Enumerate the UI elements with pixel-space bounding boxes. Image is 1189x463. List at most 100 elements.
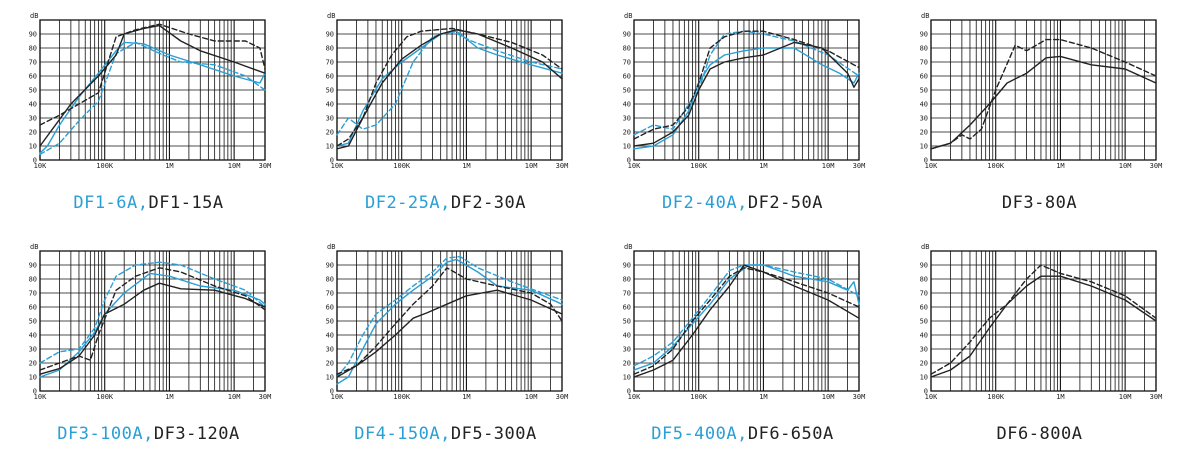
chart-caption: DF2-40A,DF2-50A — [594, 193, 891, 213]
y-tick-label: 10 — [623, 143, 631, 151]
chart-caption: DF3-100A,DF3-120A — [0, 424, 297, 444]
caption-black-model: DF2-30A — [450, 193, 527, 213]
y-tick-label: 30 — [920, 346, 928, 354]
y-axis-label: dB — [624, 12, 632, 20]
y-tick-label: 70 — [326, 59, 334, 67]
y-axis-label: dB — [624, 243, 632, 251]
y-tick-label: 70 — [623, 59, 631, 67]
x-tick-label: 100K — [393, 393, 411, 401]
y-tick-label: 20 — [623, 129, 631, 137]
y-tick-label: 80 — [623, 45, 631, 53]
x-tick-label: 10K — [34, 162, 47, 170]
x-tick-label: 30M — [853, 162, 866, 170]
y-tick-label: 0 — [627, 157, 631, 165]
x-tick-label: 10M — [525, 162, 538, 170]
y-axis-label: dB — [30, 243, 38, 251]
caption-black-model: DF2-50A — [747, 193, 824, 213]
y-tick-label: 20 — [920, 360, 928, 368]
y-tick-label: 40 — [623, 332, 631, 340]
y-tick-label: 30 — [623, 346, 631, 354]
blue-dashed-series-line — [336, 255, 563, 378]
y-tick-label: 50 — [326, 318, 334, 326]
x-tick-label: 1M — [462, 393, 470, 401]
x-tick-label: 10M — [525, 393, 538, 401]
chart-panel: dB 0 10 20 30 40 50 60 70 80 90 10K 100K 1M 10M 30M DF5-… — [594, 231, 891, 462]
x-tick-label: 100K — [96, 162, 114, 170]
x-tick-label: 10M — [1119, 162, 1132, 170]
y-tick-label: 0 — [924, 157, 928, 165]
black-solid-series-line — [633, 264, 860, 378]
x-tick-label: 30M — [259, 393, 272, 401]
chart-panel: dB 0 10 20 30 40 50 60 70 80 90 10K 100K 1M 10M 30M DF1-… — [0, 0, 297, 231]
y-tick-label: 30 — [623, 115, 631, 123]
black-dashed-series-line — [39, 267, 266, 371]
y-tick-label: 80 — [29, 276, 37, 284]
blue-solid-series-line — [39, 41, 266, 154]
y-tick-label: 90 — [326, 31, 334, 39]
black-dashed-series-line — [633, 267, 860, 375]
y-tick-label: 90 — [29, 262, 37, 270]
chart-svg: dB 0 10 20 30 40 50 60 70 80 90 10K 100K 1M 10M 30M — [29, 243, 272, 401]
y-tick-label: 10 — [623, 374, 631, 382]
chart-svg: dB 0 10 20 30 40 50 60 70 80 90 10K 100K 1M 10M 30M — [920, 12, 1163, 170]
y-tick-label: 40 — [29, 101, 37, 109]
x-tick-label: 1M — [165, 393, 173, 401]
x-tick-label: 1M — [1056, 162, 1064, 170]
black-dashed-series-line — [633, 30, 860, 140]
x-tick-label: 10M — [228, 162, 241, 170]
y-tick-label: 90 — [623, 31, 631, 39]
y-tick-label: 40 — [623, 101, 631, 109]
y-tick-label: 10 — [29, 143, 37, 151]
y-tick-label: 60 — [920, 304, 928, 312]
y-tick-label: 70 — [29, 59, 37, 67]
black-solid-series-line — [39, 282, 266, 375]
y-tick-label: 70 — [29, 290, 37, 298]
y-tick-label: 60 — [920, 73, 928, 81]
chart-panel: dB 0 10 20 30 40 50 60 70 80 90 10K 100K 1M 10M 30M DF4-… — [297, 231, 594, 462]
y-tick-label: 0 — [33, 388, 37, 396]
caption-blue-model: DF1-6A, — [73, 193, 149, 213]
chart-caption: DF3-80A — [891, 193, 1188, 213]
y-tick-label: 20 — [623, 360, 631, 368]
chart-svg: dB 0 10 20 30 40 50 60 70 80 90 10K 100K 1M 10M 30M — [920, 243, 1163, 401]
chart-panel: dB 0 10 20 30 40 50 60 70 80 90 10K 100K 1M 10M 30M DF2-… — [594, 0, 891, 231]
caption-blue-model: DF3-100A, — [57, 424, 154, 444]
y-tick-label: 0 — [627, 388, 631, 396]
y-tick-label: 80 — [326, 45, 334, 53]
y-tick-label: 60 — [326, 304, 334, 312]
y-tick-label: 90 — [623, 262, 631, 270]
y-tick-label: 20 — [920, 129, 928, 137]
y-tick-label: 10 — [326, 374, 334, 382]
caption-black-model: DF6-650A — [747, 424, 834, 444]
x-tick-label: 100K — [987, 393, 1005, 401]
x-tick-label: 100K — [96, 393, 114, 401]
x-tick-label: 10M — [822, 162, 835, 170]
chart-panel: dB 0 10 20 30 40 50 60 70 80 90 10K 100K 1M 10M 30M DF3-… — [891, 0, 1188, 231]
plot-frame — [930, 19, 1157, 161]
y-tick-label: 30 — [29, 115, 37, 123]
y-tick-label: 50 — [29, 87, 37, 95]
caption-black-model: DF6-800A — [996, 424, 1083, 444]
y-tick-label: 50 — [920, 318, 928, 326]
x-tick-label: 100K — [987, 162, 1005, 170]
y-tick-label: 20 — [29, 360, 37, 368]
x-tick-label: 30M — [259, 162, 272, 170]
y-tick-label: 30 — [920, 115, 928, 123]
y-tick-label: 30 — [326, 115, 334, 123]
blue-solid-series-line — [633, 47, 860, 150]
y-tick-label: 0 — [330, 388, 334, 396]
x-tick-label: 30M — [1150, 162, 1163, 170]
chart-svg: dB 0 10 20 30 40 50 60 70 80 90 10K 100K 1M 10M 30M — [623, 12, 866, 170]
y-tick-label: 20 — [29, 129, 37, 137]
caption-black-model: DF3-120A — [153, 424, 240, 444]
y-tick-label: 90 — [920, 31, 928, 39]
y-tick-label: 80 — [623, 276, 631, 284]
x-tick-label: 1M — [759, 393, 767, 401]
y-tick-label: 80 — [29, 45, 37, 53]
y-tick-label: 40 — [29, 332, 37, 340]
blue-solid-series-line — [336, 30, 563, 147]
x-tick-label: 10K — [628, 393, 641, 401]
x-tick-label: 10M — [822, 393, 835, 401]
black-solid-series-line — [633, 41, 860, 147]
x-tick-label: 30M — [556, 393, 569, 401]
